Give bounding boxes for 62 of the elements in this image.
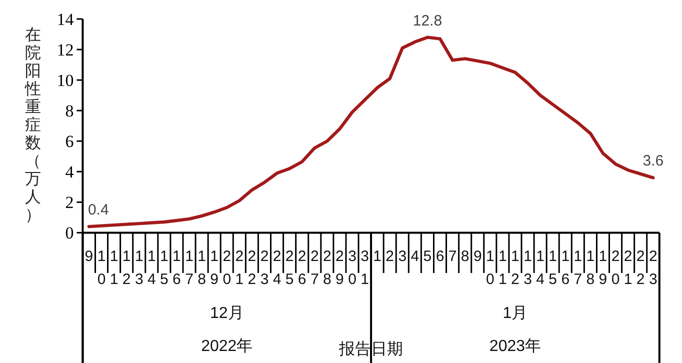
x-tick-label: 8 — [460, 248, 470, 265]
x-tick-label: 21 — [624, 248, 632, 288]
x-tick-label: 11 — [498, 248, 507, 288]
x-tick-label: 15 — [548, 248, 558, 288]
text: 在院阳性重症数（万人） — [25, 27, 41, 224]
data-label: 0.4 — [88, 202, 109, 219]
x-tick-label: 7 — [448, 248, 457, 265]
x-tick-label: 9 — [473, 248, 482, 265]
x-tick-label: 17 — [185, 248, 194, 288]
x-tick-label: 10 — [97, 248, 106, 288]
x-tick-label: 26 — [298, 248, 306, 288]
x-tick-label: 1 — [373, 248, 382, 265]
text: 2022年 — [201, 338, 253, 355]
x-tick-label: 29 — [336, 248, 344, 288]
x-tick-label: 9 — [84, 248, 94, 265]
x-tick-label: 11 — [110, 248, 118, 288]
x-tick-label: 28 — [323, 248, 332, 288]
text: 1月 — [502, 305, 528, 322]
data-label: 12.8 — [412, 12, 442, 30]
y-tick-label: 4 — [65, 162, 74, 182]
x-tick-label: 18 — [198, 248, 206, 288]
x-tick-label: 23 — [260, 248, 269, 288]
x-tick-label: 12 — [511, 248, 520, 288]
x-tick-label: 13 — [524, 248, 532, 288]
y-tick-label: 6 — [65, 132, 74, 152]
y-tick-label: 0 — [65, 224, 74, 243]
x-tick-label: 15 — [160, 248, 168, 288]
x-tick-label: 2 — [386, 248, 394, 265]
x-tick-label: 16 — [561, 248, 570, 288]
x-tick-label: 5 — [423, 248, 432, 265]
x-tick-label: 22 — [248, 248, 256, 288]
x-tick-label: 21 — [235, 248, 244, 288]
x-tick-label: 18 — [586, 248, 595, 288]
x-tick-label: 16 — [172, 248, 181, 288]
x-tick-label: 25 — [285, 248, 294, 288]
text: 2023年 — [489, 338, 542, 355]
x-tick-label: 31 — [360, 248, 369, 288]
x-tick-label: 2 4 — [272, 248, 282, 288]
x-tick-label: 14 — [536, 248, 544, 288]
x-tick-label: 12 — [122, 248, 131, 288]
x-tick-label: 17 — [574, 248, 582, 288]
x-tick-label: 27 — [310, 248, 319, 288]
data-label: 3.6 — [642, 152, 664, 170]
y-tick-label: 10 — [56, 71, 74, 90]
x-tick-label: 14 — [147, 248, 156, 288]
x-tick-label: 10 — [486, 248, 494, 288]
x-tick-label: 6 — [436, 248, 444, 265]
x-tick-label: 20 — [611, 248, 620, 288]
x-tick-label: 22 — [636, 248, 645, 288]
x-tick-label: 3 — [398, 248, 407, 265]
x-tick-label: 2 3 — [648, 248, 658, 288]
text: 12月 — [210, 305, 244, 322]
x-tick-label: 19 — [210, 248, 219, 288]
x-tick-label: 30 — [348, 248, 356, 288]
x-tick-label: 20 — [222, 248, 232, 288]
y-tick-label: 12 — [56, 40, 74, 60]
x-tick-label: 19 — [598, 248, 608, 288]
y-tick-label: 14 — [56, 10, 74, 29]
x-tick-label: 4 — [410, 248, 420, 265]
y-tick-label: 8 — [65, 102, 74, 121]
y-tick-label: 2 — [65, 193, 74, 212]
x-tick-label: 13 — [134, 248, 144, 288]
